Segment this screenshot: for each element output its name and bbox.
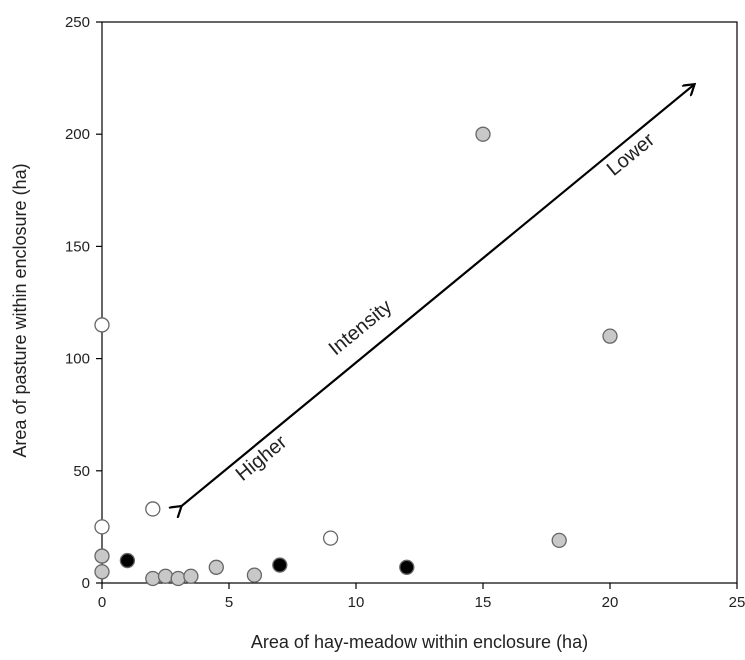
data-points (94, 126, 618, 587)
x-tick-label: 20 (602, 594, 619, 611)
y-tick-label: 150 (65, 238, 90, 255)
data-point (208, 559, 224, 575)
data-point (246, 567, 263, 583)
x-tick-label: 25 (729, 594, 745, 611)
x-tick-label: 5 (225, 594, 233, 611)
y-tick-label: 50 (73, 463, 90, 480)
data-point (170, 570, 186, 587)
y-tick-label: 100 (65, 351, 90, 368)
data-point (399, 559, 415, 575)
plot-frame (101, 21, 738, 584)
y-tick-label: 250 (65, 14, 90, 31)
data-point (272, 557, 288, 573)
data-point (183, 568, 199, 584)
data-point (145, 570, 161, 587)
data-point (157, 568, 174, 584)
y-axis-title: Area of pasture within enclosure (ha) (10, 163, 30, 457)
x-tick-label: 10 (348, 594, 365, 611)
data-point (94, 564, 110, 580)
data-point (94, 548, 110, 564)
data-point (475, 126, 491, 142)
annotation-intensity: Intensity (325, 296, 397, 360)
data-point (551, 532, 567, 549)
x-tick-label: 0 (98, 594, 106, 611)
data-point (94, 317, 110, 333)
y-tick-label: 0 (82, 575, 90, 592)
y-tick-label: 200 (65, 126, 90, 143)
data-point (94, 519, 110, 535)
data-point (322, 530, 339, 546)
intensity-arrow (181, 85, 694, 507)
x-tick-label: 15 (475, 594, 492, 611)
data-point (145, 501, 161, 517)
data-point (602, 328, 618, 344)
data-point (119, 552, 136, 569)
x-axis-title: Area of hay-meadow within enclosure (ha) (251, 632, 588, 652)
